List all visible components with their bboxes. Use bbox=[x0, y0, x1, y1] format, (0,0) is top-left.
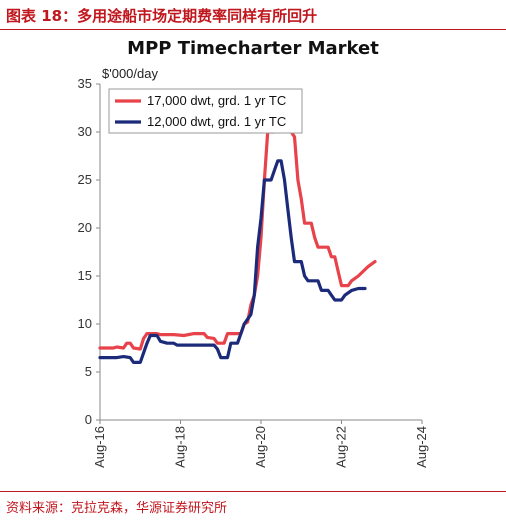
x-tick-label: Aug-20 bbox=[253, 426, 268, 468]
source-note: 资料来源：克拉克森，华源证券研究所 bbox=[6, 501, 228, 516]
footer-rule bbox=[0, 491, 506, 492]
series-line-1 bbox=[98, 111, 377, 351]
legend-label-2: 12,000 dwt, grd. 1 yr TC bbox=[147, 114, 286, 129]
figure-header: 图表 18：多用途船市场定期费率同样有所回升 bbox=[0, 0, 506, 32]
line-chart: 0 5 10 15 20 25 30 35 Aug-16 Aug-18 Aug-20 Aug-22 Au… bbox=[78, 76, 429, 468]
chart-title: MPP Timecharter Market bbox=[127, 38, 379, 59]
y-tick-label: 25 bbox=[78, 172, 92, 187]
y-tick-label: 10 bbox=[78, 316, 92, 331]
legend-box bbox=[108, 88, 303, 134]
y-tick-label: 5 bbox=[85, 364, 92, 379]
series-line-2 bbox=[98, 159, 367, 364]
y-tick-label: 20 bbox=[78, 220, 92, 235]
figure-label: 图表 18：多用途船市场定期费率同样有所回升 bbox=[6, 7, 318, 25]
x-tick-label: Aug-18 bbox=[173, 426, 188, 468]
y-tick-label: 0 bbox=[85, 412, 92, 427]
y-tick-label: 35 bbox=[78, 76, 92, 91]
header-rule bbox=[0, 29, 506, 30]
y-tick-label: 15 bbox=[78, 268, 92, 283]
legend-label-1: 17,000 dwt, grd. 1 yr TC bbox=[147, 93, 286, 108]
x-tick-label: Aug-24 bbox=[414, 426, 429, 468]
y-axis-unit-label: $'000/day bbox=[102, 66, 158, 81]
x-tick-label: Aug-22 bbox=[334, 426, 349, 468]
y-tick-label: 30 bbox=[78, 124, 92, 139]
x-tick-label: Aug-16 bbox=[92, 426, 107, 468]
